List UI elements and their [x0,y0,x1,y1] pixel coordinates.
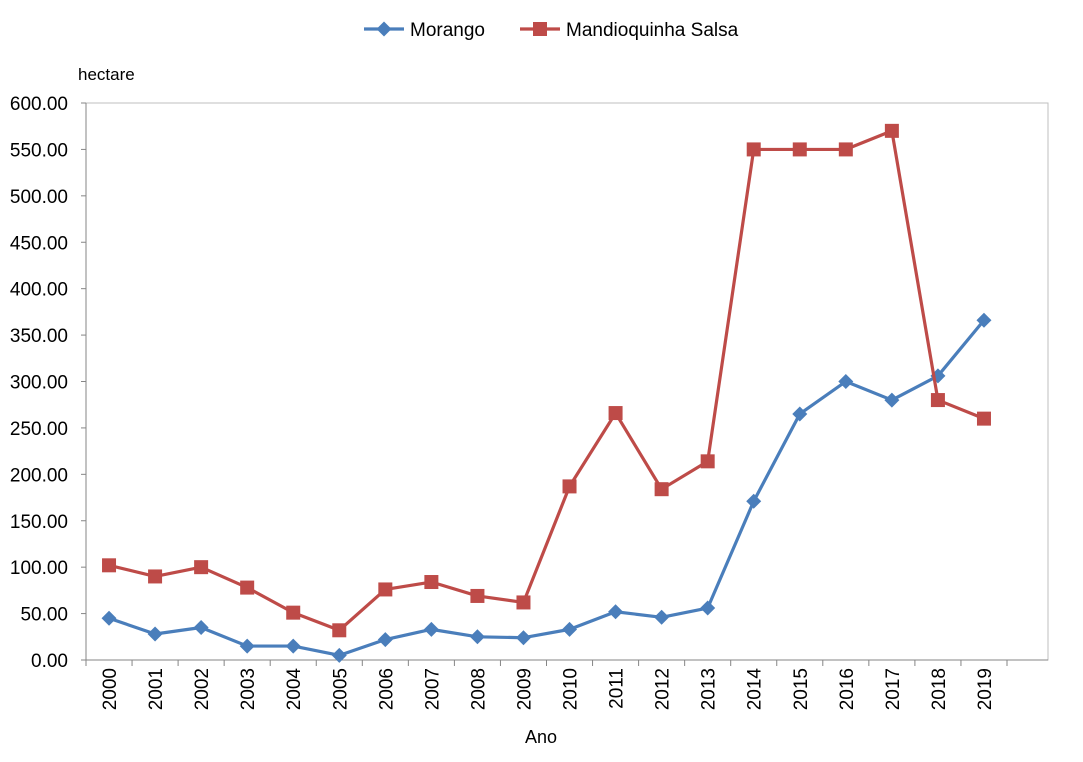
data-point [792,406,808,422]
x-tick-label: 2008 [468,668,489,710]
data-point [240,580,255,595]
data-point [285,638,301,654]
x-tick-label: 2003 [238,668,259,710]
y-tick-label: 150.00 [10,512,68,533]
y-tick-label: 550.00 [10,140,68,161]
x-axis-title: Ano [525,727,557,747]
y-tick-label: 400.00 [10,280,68,301]
x-axis: 2000 2001 2002 2003 2004 2005 2006 2007 2008 2009… [85,660,1008,711]
data-point [470,588,485,603]
plot-area [85,102,1049,661]
x-tick-label: 2013 [699,668,720,710]
y-axis-unit-label: hectare [78,65,135,84]
data-point [654,609,670,625]
y-tick-label: 600.00 [10,94,68,115]
x-tick-label: 2007 [422,668,443,710]
y-tick-label: 100.00 [10,558,68,579]
data-point [930,393,945,408]
data-point [838,374,854,389]
series-line [108,319,986,657]
x-tick-label: 2004 [284,668,305,711]
data-point [654,482,669,497]
x-tick-label: 2002 [192,668,213,710]
data-point [516,595,531,610]
plot-border [85,102,1049,661]
y-tick-label: 350.00 [10,326,68,347]
data-point [976,411,991,426]
y-tick-label: 0.00 [31,651,68,672]
legend-item: Mandioquinha Salsa [520,20,739,41]
data-point [608,406,623,421]
data-point [700,600,716,616]
legend-marker [376,21,392,37]
legend: Morango Mandioquinha Salsa [364,20,739,41]
data-point [515,630,531,646]
x-tick-label: 2010 [561,668,582,710]
data-point [884,123,899,138]
x-tick-label: 2009 [514,668,535,710]
x-tick-label: 2000 [100,668,121,710]
data-point [792,142,807,157]
y-tick-label: 200.00 [10,465,68,486]
data-point [746,142,761,157]
x-tick-label: 2016 [837,668,858,710]
data-point [562,479,577,494]
series-layer [101,123,992,663]
legend-item: Morango [364,20,485,41]
y-tick-label: 50.00 [20,605,68,626]
data-point [746,493,762,509]
x-tick-label: 2006 [376,668,397,710]
data-point [286,605,301,620]
data-point [423,621,439,637]
data-point [193,620,209,636]
legend-label: Mandioquinha Salsa [566,20,739,41]
y-axis: 0.00 50.00 100.00 150.00 200.00 250.00 300.00 3… [10,94,86,672]
series-line [108,129,985,632]
data-point [194,560,209,575]
data-point [102,558,117,573]
data-point [469,629,485,645]
legend-label: Morango [410,20,485,41]
series-1 [101,312,992,663]
x-tick-label: 2017 [883,668,904,710]
data-point [562,621,578,637]
data-point [838,142,853,157]
data-point [332,623,347,638]
data-point [976,312,992,328]
x-tick-label: 2012 [653,668,674,710]
data-point [101,610,117,626]
data-point [608,604,624,620]
x-tick-label: 2015 [791,668,812,710]
data-point [331,647,347,663]
x-tick-label: 2005 [330,668,351,710]
y-tick-label: 300.00 [10,373,68,394]
data-point [239,638,255,654]
legend-marker [533,22,547,36]
x-tick-label: 2018 [929,668,950,710]
data-point [884,392,900,408]
x-tick-label: 2019 [975,668,996,710]
data-point [147,626,163,642]
y-tick-label: 250.00 [10,419,68,440]
y-tick-label: 450.00 [10,233,68,254]
data-point [148,569,163,584]
x-tick-label: 2011 [607,668,628,709]
y-tick-label: 500.00 [10,187,68,208]
data-point [378,582,393,597]
data-point [377,632,393,648]
data-point [700,454,715,469]
x-tick-label: 2014 [745,668,766,711]
series-2 [102,123,991,638]
data-point [424,575,439,590]
x-tick-label: 2001 [146,668,167,710]
